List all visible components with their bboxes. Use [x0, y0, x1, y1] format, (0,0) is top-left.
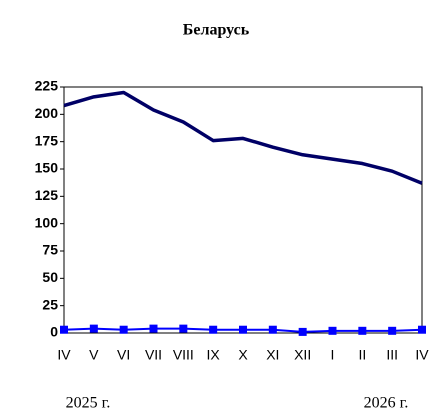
marker: [209, 325, 218, 334]
x-tick-label: VIII: [173, 347, 194, 363]
y-tick-label: 175: [35, 132, 59, 148]
marker: [149, 324, 158, 333]
marker: [89, 324, 98, 333]
series-line: [63, 90, 423, 185]
annotation: 2026 г.: [364, 395, 409, 412]
x-tick-label: III: [386, 347, 398, 363]
marker: [119, 325, 128, 334]
marker: [418, 325, 426, 334]
x-tick-label: IV: [415, 347, 429, 363]
y-tick-label: 50: [42, 269, 58, 285]
marker: [239, 325, 247, 334]
chart-title: Беларусь: [183, 22, 250, 39]
y-tick-label: 225: [35, 78, 59, 94]
x-tick-label: I: [331, 347, 335, 363]
y-tick-label: 150: [35, 160, 59, 176]
y-tick-label: 0: [50, 324, 58, 340]
x-tick-label: IX: [207, 347, 221, 363]
y-tick-label: 125: [35, 187, 59, 203]
marker: [328, 326, 337, 335]
y-tick-label: 200: [35, 105, 59, 121]
marker: [268, 325, 277, 334]
y-tick-label: 25: [42, 296, 58, 312]
x-tick-label: IV: [57, 347, 71, 363]
y-tick-label: 100: [35, 214, 59, 230]
marker: [60, 325, 68, 334]
x-tick-label: V: [89, 347, 99, 363]
plot-frame: [63, 86, 423, 334]
marker: [298, 327, 307, 336]
x-tick-label: II: [358, 347, 366, 363]
x-tick-label: XII: [294, 347, 311, 363]
x-tick-label: VII: [145, 347, 162, 363]
x-tick-label: X: [238, 347, 248, 363]
annotation: 2025 г.: [66, 395, 111, 412]
x-tick-label: VI: [117, 347, 130, 363]
marker: [388, 326, 397, 335]
y-tick-label: 75: [42, 242, 58, 258]
marker: [179, 324, 188, 333]
x-tick-label: XI: [266, 347, 279, 363]
marker: [358, 326, 367, 335]
